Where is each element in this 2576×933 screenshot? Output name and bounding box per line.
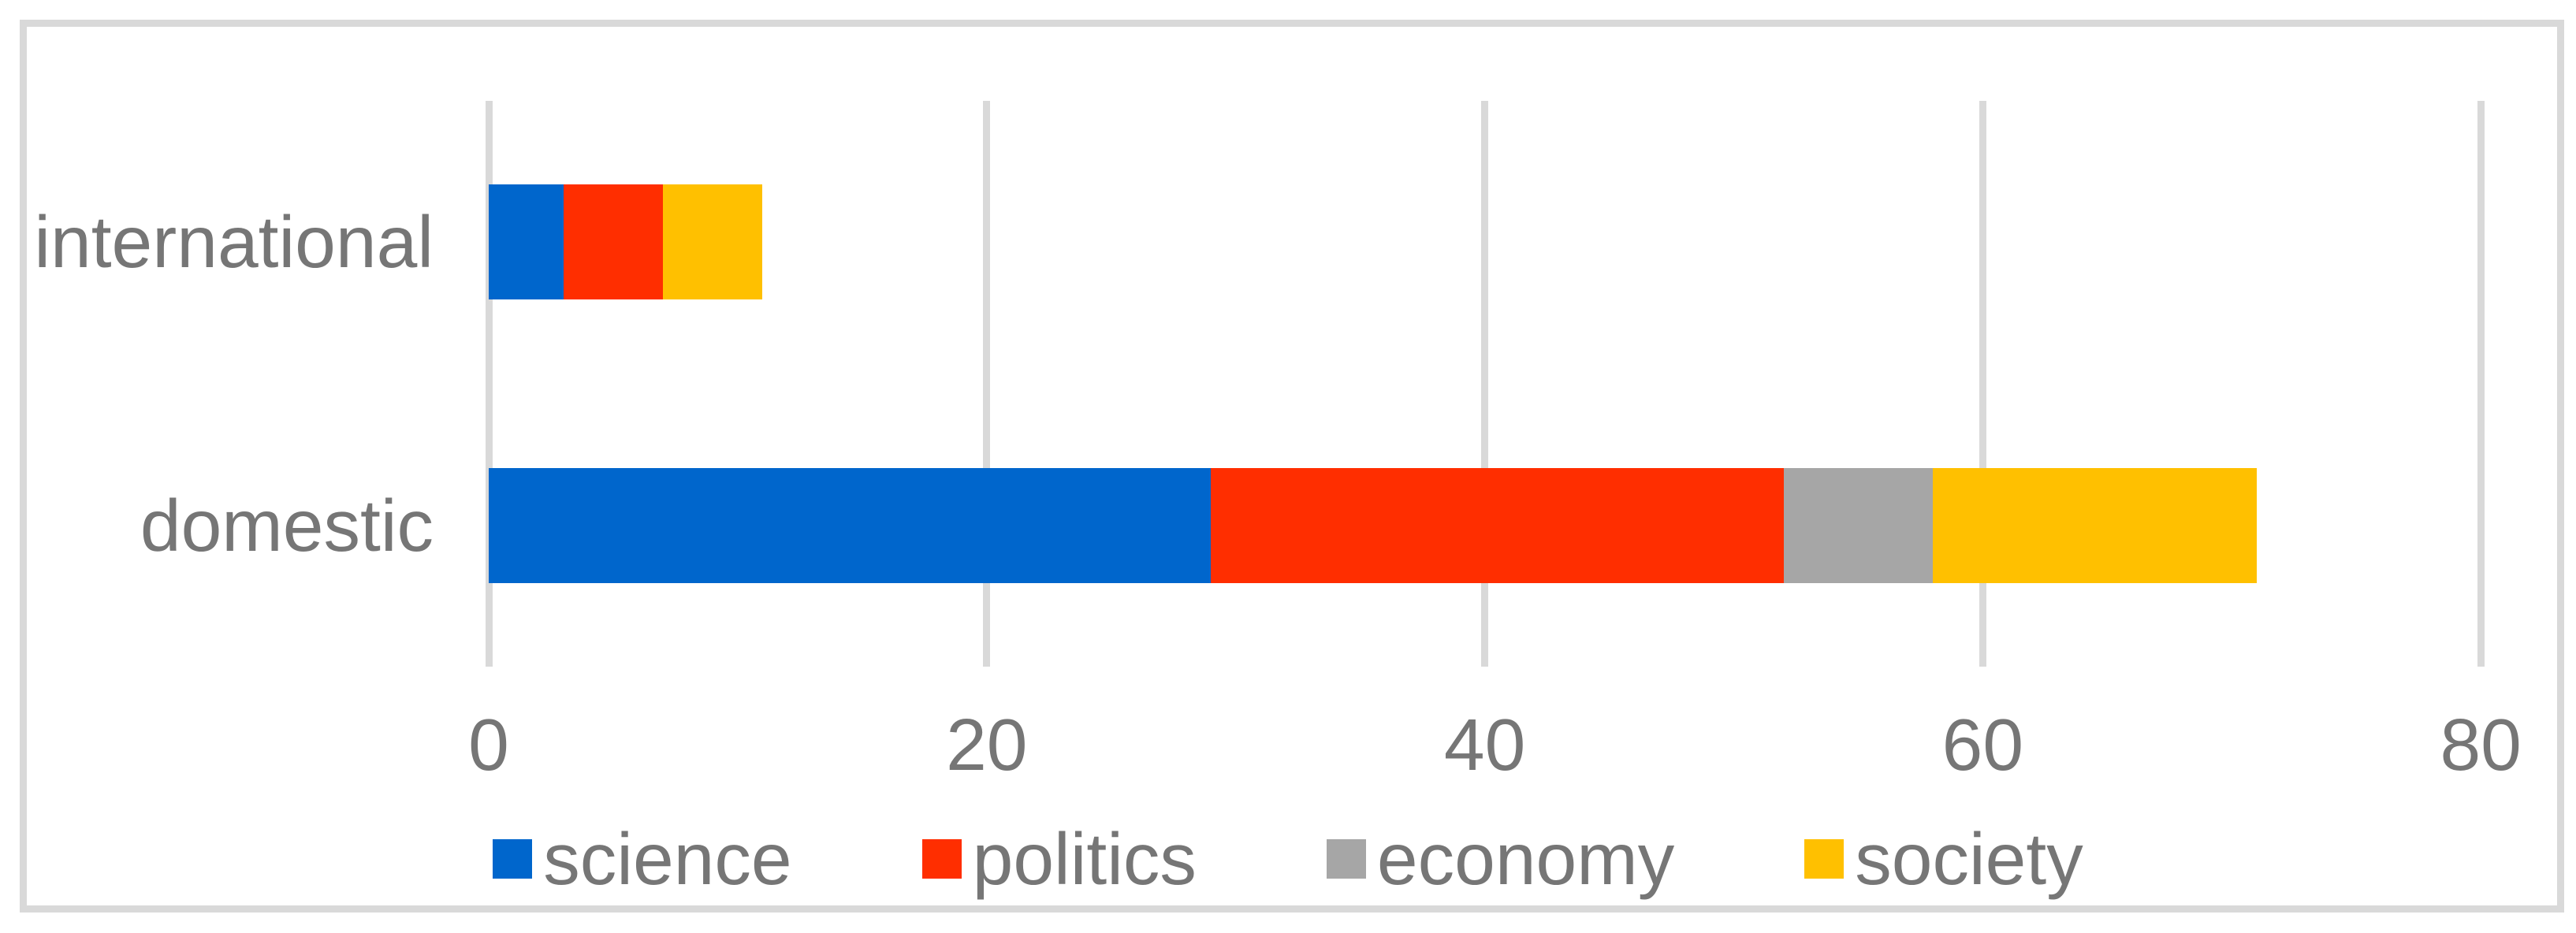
bar-segment-domestic-science (489, 468, 1212, 583)
bar-segment-domestic-politics (1211, 468, 1784, 583)
tick-label-20: 20 (946, 704, 1028, 786)
legend-item-politics: politics (921, 817, 1197, 900)
bar-international (489, 184, 763, 299)
bar-segment-international-science (489, 184, 564, 299)
bar-segment-international-society (663, 184, 763, 299)
gridline-x-80 (2477, 101, 2485, 667)
gridline-x-60 (1979, 101, 1986, 667)
bar-segment-international-politics (563, 184, 664, 299)
bar-domestic (489, 468, 2257, 583)
legend-label-society: society (1855, 817, 2083, 900)
legend-swatch-science (493, 839, 533, 879)
chart-border-frame (20, 20, 2564, 913)
category-label-domestic: domestic (140, 485, 434, 567)
legend-swatch-politics (921, 839, 962, 879)
legend: science politics economy society (27, 813, 2549, 905)
legend-swatch-society (1804, 839, 1845, 879)
bar-segment-domestic-society (1933, 468, 2257, 583)
legend-label-economy: economy (1376, 817, 1675, 900)
gridline-x-40 (1481, 101, 1489, 667)
gridline-x-0 (485, 101, 493, 667)
legend-item-science: science (493, 817, 792, 900)
legend-item-economy: economy (1326, 817, 1675, 900)
category-label-international: international (34, 201, 434, 283)
legend-swatch-economy (1326, 839, 1366, 879)
bar-segment-domestic-economy (1783, 468, 1934, 583)
legend-item-society: society (1804, 817, 2083, 900)
legend-label-science: science (543, 817, 792, 900)
tick-label-80: 80 (2440, 704, 2522, 786)
tick-label-40: 40 (1443, 704, 1526, 786)
tick-label-0: 0 (468, 704, 509, 786)
tick-label-60: 60 (1941, 704, 2024, 786)
gridline-x-20 (983, 101, 991, 667)
legend-label-politics: politics (972, 817, 1197, 900)
